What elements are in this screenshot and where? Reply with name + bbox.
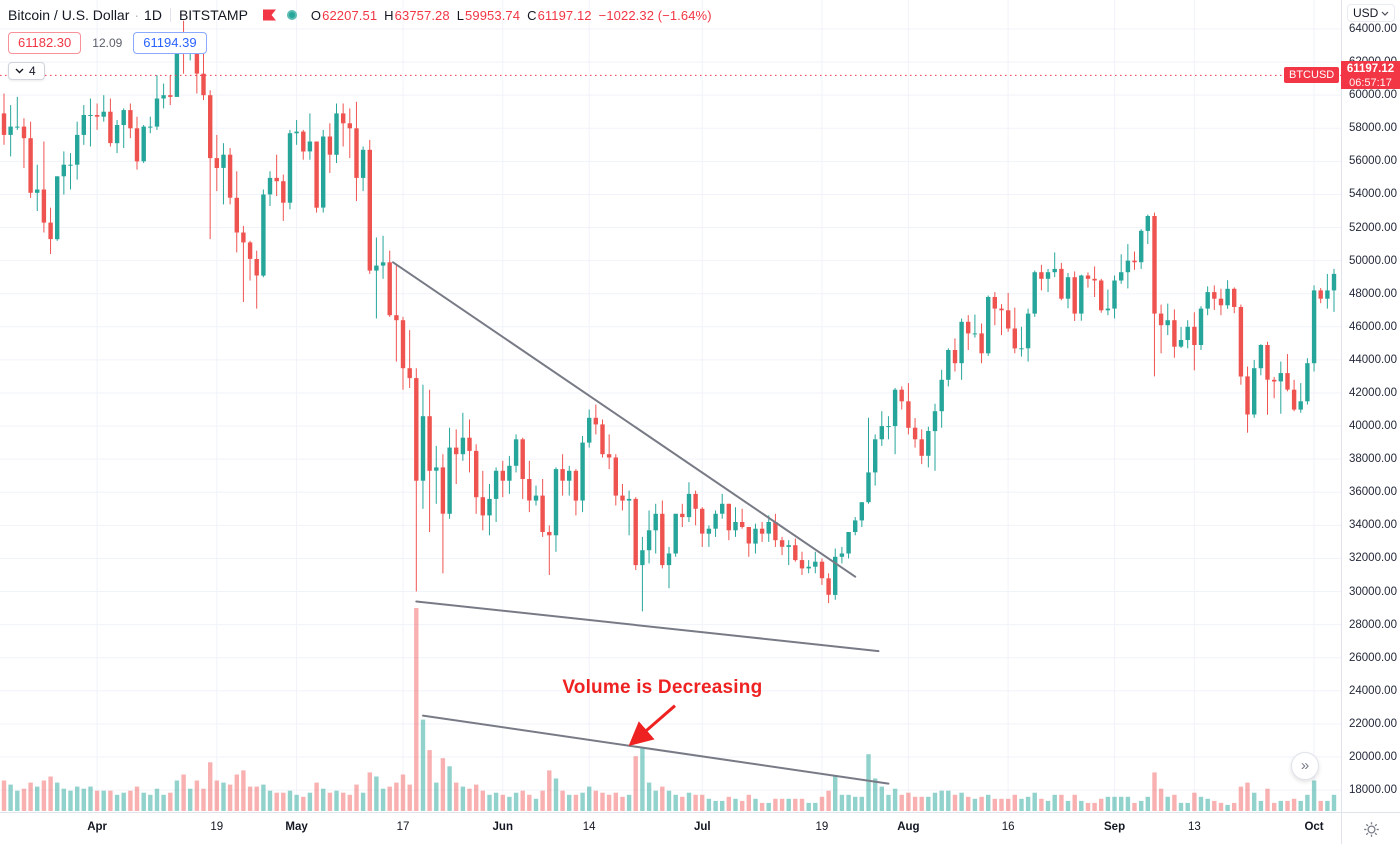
volume-bars bbox=[1, 608, 1337, 811]
time-axis-label: Sep bbox=[1104, 821, 1126, 833]
price-axis-label: 22000.00 bbox=[1349, 717, 1397, 730]
price-axis-label: 18000.00 bbox=[1349, 784, 1397, 797]
open-label: O bbox=[310, 7, 322, 23]
time-axis-label: Aug bbox=[897, 821, 920, 833]
time-axis[interactable]: Apr 19 May 17 Jun 14 Jul 19 Aug 16 Sep 13 Oct bbox=[0, 812, 1341, 844]
sell-button[interactable]: 61182.30 bbox=[8, 32, 82, 54]
price-axis-label: 38000.00 bbox=[1349, 453, 1397, 466]
time-axis-label: Jun bbox=[492, 821, 513, 833]
price-line-symbol-tag: BTCUSD bbox=[1284, 67, 1340, 84]
bar-countdown: 06:57:17 bbox=[1349, 77, 1392, 90]
trendline-upper-wedge-line[interactable] bbox=[392, 261, 857, 578]
price-axis-label: 64000.00 bbox=[1349, 23, 1397, 35]
price-axis-label: 20000.00 bbox=[1349, 750, 1397, 763]
symbol-title[interactable]: Bitcoin / U.S. Dollar bbox=[8, 7, 130, 23]
high-value: 63757.28 bbox=[394, 7, 450, 23]
price-axis-label: 40000.00 bbox=[1349, 420, 1397, 433]
price-axis-label: 52000.00 bbox=[1349, 221, 1397, 234]
collapsed-indicators-button[interactable]: 4 bbox=[8, 62, 45, 80]
market-status-dot-icon[interactable] bbox=[286, 10, 297, 20]
price-axis-label: 32000.00 bbox=[1349, 552, 1397, 565]
price-axis-label: 36000.00 bbox=[1349, 486, 1397, 499]
price-axis-label: 44000.00 bbox=[1349, 353, 1397, 366]
indicators-count: 4 bbox=[29, 64, 36, 78]
price-axis-label: 54000.00 bbox=[1349, 188, 1397, 201]
price-axis-label: 60000.00 bbox=[1349, 89, 1397, 102]
price-axis-label: 30000.00 bbox=[1349, 585, 1397, 598]
currency-dropdown[interactable]: USD bbox=[1347, 4, 1396, 22]
price-axis-label: 26000.00 bbox=[1349, 651, 1397, 664]
buy-button[interactable]: 61194.39 bbox=[133, 32, 207, 54]
time-axis-label: 16 bbox=[1001, 821, 1015, 833]
time-axis-label: 19 bbox=[210, 821, 224, 833]
price-axis-label: 28000.00 bbox=[1349, 618, 1397, 631]
chart-legend: Bitcoin / U.S. Dollar · 1D BITSTAMP O 62… bbox=[8, 4, 712, 80]
chart-settings-gear-icon[interactable] bbox=[1363, 821, 1380, 838]
chart-canvas[interactable] bbox=[0, 0, 1341, 812]
price-axis-label: 58000.00 bbox=[1349, 122, 1397, 135]
price-axis-label: 46000.00 bbox=[1349, 320, 1397, 333]
exchange-label[interactable]: BITSTAMP bbox=[178, 7, 248, 23]
change-value: −1022.32 (−1.64%) bbox=[598, 7, 712, 23]
double-chevron-right-icon: » bbox=[1300, 757, 1310, 774]
chevron-down-icon bbox=[1381, 11, 1389, 16]
low-label: L bbox=[456, 7, 465, 23]
time-axis-label: 17 bbox=[396, 821, 410, 833]
interval-label[interactable]: 1D bbox=[144, 7, 162, 23]
price-axis[interactable]: USD 64000.0062000.0060000.0058000.005600… bbox=[1341, 0, 1400, 812]
time-axis-label: May bbox=[285, 821, 308, 833]
time-axis-label: Jul bbox=[693, 821, 711, 833]
price-axis-label: 50000.00 bbox=[1349, 254, 1397, 267]
last-price-axis-box: 61197.12 06:57:17 bbox=[1341, 61, 1400, 90]
chevron-down-icon bbox=[15, 68, 24, 74]
axis-corner bbox=[1341, 812, 1400, 844]
trendline-volume[interactable] bbox=[421, 714, 890, 785]
flag-icon[interactable] bbox=[262, 9, 277, 21]
price-axis-label: 56000.00 bbox=[1349, 155, 1397, 168]
price-axis-label: 24000.00 bbox=[1349, 684, 1397, 697]
time-axis-label: 14 bbox=[582, 821, 596, 833]
close-label: C bbox=[527, 7, 537, 23]
annotation-volume-decreasing[interactable]: Volume is Decreasing bbox=[562, 677, 763, 699]
ohlc-readout: O 62207.51 H 63757.28 L 59953.74 C 61197… bbox=[311, 8, 712, 23]
price-axis-label: 42000.00 bbox=[1349, 386, 1397, 399]
time-axis-label: 13 bbox=[1187, 821, 1201, 833]
price-axis-label: 34000.00 bbox=[1349, 519, 1397, 532]
low-value: 59953.74 bbox=[465, 7, 521, 23]
high-label: H bbox=[384, 7, 394, 23]
spread-value: 12.09 bbox=[92, 36, 123, 50]
legend-divider bbox=[169, 8, 171, 22]
time-axis-label: 19 bbox=[815, 821, 829, 833]
price-axis-label: 48000.00 bbox=[1349, 287, 1397, 300]
open-value: 62207.51 bbox=[322, 7, 378, 23]
time-axis-label: Oct bbox=[1304, 821, 1324, 833]
close-value: 61197.12 bbox=[537, 7, 592, 23]
scroll-to-latest-button[interactable]: » bbox=[1291, 752, 1319, 780]
last-price-value: 61197.12 bbox=[1346, 63, 1395, 76]
annotation-arrow[interactable] bbox=[628, 704, 676, 747]
time-axis-label: Apr bbox=[87, 821, 107, 833]
trendline-lower-wedge-line[interactable] bbox=[415, 600, 880, 653]
candles bbox=[1, 20, 1337, 612]
legend-separator: · bbox=[134, 7, 140, 23]
currency-label: USD bbox=[1353, 6, 1379, 20]
